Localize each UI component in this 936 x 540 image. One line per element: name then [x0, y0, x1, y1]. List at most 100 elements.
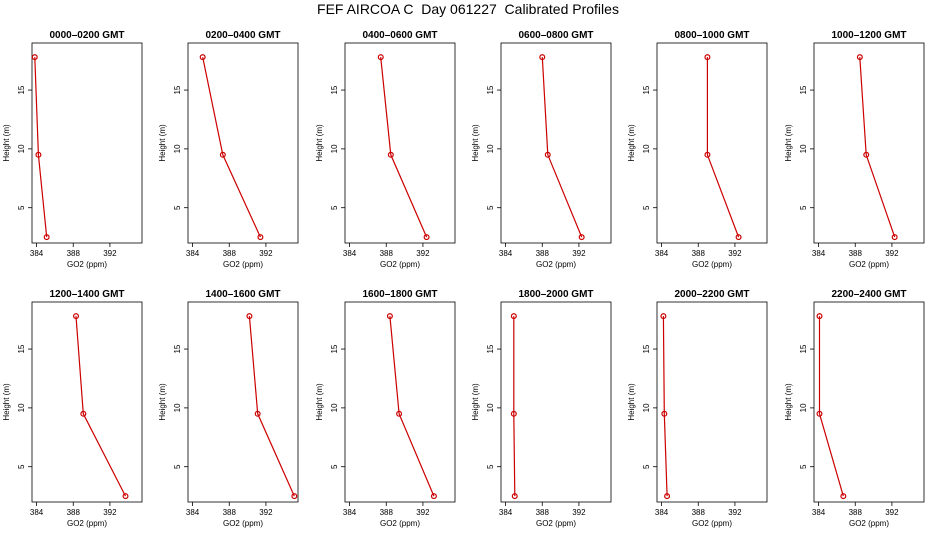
- x-tick-label: 388: [692, 508, 706, 517]
- x-axis-label: GO2 (ppm): [692, 519, 732, 528]
- y-tick-label: 10: [642, 403, 651, 412]
- y-axis-label: Height (m): [471, 124, 480, 162]
- x-axis-label: GO2 (ppm): [67, 519, 107, 528]
- y-tick-label: 15: [799, 85, 808, 94]
- profile-line: [202, 56, 261, 238]
- chart-title: 0400–0600 GMT: [362, 30, 437, 41]
- y-axis-label: Height (m): [315, 124, 324, 162]
- data-point: [386, 313, 393, 320]
- y-tick-label: 5: [173, 464, 182, 469]
- data-point: [291, 493, 298, 500]
- x-tick-label: 388: [223, 249, 237, 258]
- y-tick-label: 10: [799, 144, 808, 153]
- x-tick-label: 388: [223, 508, 237, 517]
- data-point: [816, 410, 823, 417]
- y-axis-label: Height (m): [784, 383, 793, 421]
- y-axis-label: Height (m): [2, 124, 11, 162]
- plot-frame: [656, 42, 768, 244]
- y-tick-label: 5: [17, 464, 26, 469]
- x-axis-label: GO2 (ppm): [849, 519, 889, 528]
- chart-title: 0800–1000 GMT: [674, 30, 749, 41]
- data-point: [539, 54, 546, 61]
- x-axis-label: GO2 (ppm): [380, 519, 420, 528]
- x-tick-label: 388: [849, 249, 863, 258]
- profile-chart-2: 0200–0400 GMT 384 388 392 5 10 15 GO2 (ppm) Heig…: [158, 30, 299, 269]
- profile-chart-7: 1200–1400 GMT 384 388 392 5 10 15 GO2 (ppm) Heig…: [2, 289, 143, 528]
- x-tick-label: 388: [380, 249, 394, 258]
- x-tick-label: 392: [728, 249, 742, 258]
- x-tick-label: 384: [812, 249, 826, 258]
- chart-title: 0200–0400 GMT: [205, 30, 280, 41]
- x-tick-label: 384: [655, 508, 669, 517]
- x-tick-label: 384: [812, 508, 826, 517]
- y-tick-label: 10: [17, 403, 26, 412]
- data-point: [816, 313, 823, 320]
- y-tick-label: 5: [330, 205, 339, 210]
- y-tick-label: 10: [17, 144, 26, 153]
- data-point: [72, 313, 79, 320]
- x-tick-label: 384: [186, 508, 200, 517]
- x-tick-label: 384: [499, 508, 513, 517]
- x-axis-label: GO2 (ppm): [692, 260, 732, 269]
- data-point: [856, 54, 863, 61]
- x-tick-label: 388: [380, 508, 394, 517]
- profile-line: [706, 57, 740, 238]
- y-axis-label: Height (m): [158, 124, 167, 162]
- chart-title: 1000–1200 GMT: [831, 30, 906, 41]
- x-axis-label: GO2 (ppm): [223, 519, 263, 528]
- x-tick-label: 392: [572, 249, 586, 258]
- y-tick-label: 10: [173, 144, 182, 153]
- data-point: [510, 410, 517, 417]
- x-tick-label: 384: [30, 508, 44, 517]
- profile-line: [818, 316, 844, 497]
- data-point: [863, 151, 870, 158]
- plot-frame: [31, 42, 143, 244]
- y-tick-label: 10: [486, 144, 495, 153]
- y-tick-label: 5: [486, 464, 495, 469]
- y-tick-label: 15: [486, 85, 495, 94]
- y-axis-label: Height (m): [627, 124, 636, 162]
- data-point: [510, 313, 517, 320]
- data-point: [840, 493, 847, 500]
- y-tick-label: 5: [17, 205, 26, 210]
- plot-frame: [656, 301, 768, 503]
- plot-frame: [813, 42, 925, 244]
- data-point: [544, 151, 551, 158]
- x-axis-label: GO2 (ppm): [380, 260, 420, 269]
- y-tick-label: 15: [173, 85, 182, 94]
- chart-title: 0600–0800 GMT: [518, 30, 593, 41]
- x-tick-label: 388: [692, 249, 706, 258]
- x-tick-label: 392: [728, 508, 742, 517]
- y-tick-label: 10: [486, 403, 495, 412]
- data-point: [254, 410, 261, 417]
- chart-title: 1200–1400 GMT: [49, 289, 124, 300]
- y-tick-label: 15: [642, 344, 651, 353]
- x-tick-label: 384: [343, 508, 357, 517]
- data-point: [80, 410, 87, 417]
- x-tick-label: 392: [103, 508, 117, 517]
- data-point: [664, 493, 671, 500]
- profile-line: [248, 316, 295, 497]
- data-point: [43, 234, 50, 241]
- data-point: [704, 54, 711, 61]
- x-tick-label: 392: [259, 249, 273, 258]
- y-tick-label: 10: [330, 144, 339, 153]
- data-point: [660, 313, 667, 320]
- data-point: [704, 151, 711, 158]
- y-tick-label: 5: [486, 205, 495, 210]
- profile-line: [513, 316, 516, 497]
- profile-chart-12: 2200–2400 GMT 384 388 392 5 10 15 GO2 (ppm) Heig…: [784, 289, 925, 528]
- profile-chart-8: 1400–1600 GMT 384 388 392 5 10 15 GO2 (ppm) Heig…: [158, 289, 299, 528]
- data-point: [661, 410, 668, 417]
- chart-title: 0000–0200 GMT: [49, 30, 124, 41]
- data-point: [219, 151, 226, 158]
- y-tick-label: 15: [486, 344, 495, 353]
- profile-line: [662, 316, 668, 497]
- chart-title: 1600–1800 GMT: [362, 289, 437, 300]
- x-axis-label: GO2 (ppm): [536, 519, 576, 528]
- chart-title: 2200–2400 GMT: [831, 289, 906, 300]
- page-title: FEF AIRCOA C Day 061227 Calibrated Profi…: [317, 1, 619, 17]
- y-axis-label: Height (m): [158, 383, 167, 421]
- data-point: [246, 313, 253, 320]
- y-tick-label: 5: [799, 464, 808, 469]
